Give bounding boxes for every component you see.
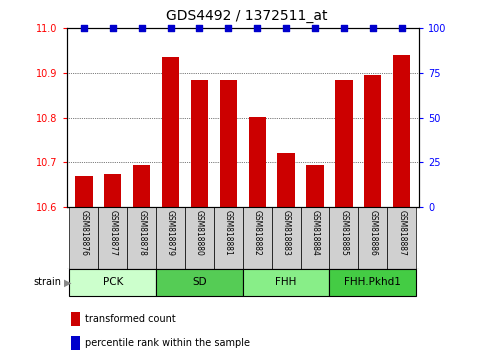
Text: GSM818877: GSM818877: [108, 210, 117, 256]
Bar: [243, 269, 329, 296]
Text: GSM818876: GSM818876: [79, 210, 88, 256]
Text: percentile rank within the sample: percentile rank within the sample: [85, 338, 250, 348]
Text: transformed count: transformed count: [85, 314, 176, 324]
Point: [224, 25, 232, 31]
Point: [138, 25, 145, 31]
Point: [340, 25, 348, 31]
Bar: [191, 80, 208, 207]
Text: GSM818883: GSM818883: [282, 210, 291, 256]
Text: PCK: PCK: [103, 277, 123, 287]
Text: GSM818885: GSM818885: [339, 210, 349, 256]
Bar: [335, 80, 352, 207]
Bar: [272, 207, 301, 269]
Text: GSM818886: GSM818886: [368, 210, 377, 256]
Bar: [301, 207, 329, 269]
Text: strain: strain: [34, 277, 62, 287]
Bar: [98, 207, 127, 269]
Text: SD: SD: [192, 277, 207, 287]
Point: [109, 25, 117, 31]
Text: ▶: ▶: [64, 277, 71, 287]
Point: [253, 25, 261, 31]
Bar: [358, 207, 387, 269]
Bar: [278, 153, 295, 207]
Bar: [329, 207, 358, 269]
Bar: [364, 75, 382, 207]
Point: [311, 25, 319, 31]
Bar: [185, 207, 214, 269]
Bar: [306, 165, 324, 207]
Text: GSM818881: GSM818881: [224, 210, 233, 256]
Bar: [75, 176, 93, 207]
Point: [167, 25, 175, 31]
Text: GSM818878: GSM818878: [137, 210, 146, 256]
Point: [369, 25, 377, 31]
Bar: [156, 269, 243, 296]
Bar: [70, 207, 98, 269]
Text: GSM818879: GSM818879: [166, 210, 175, 256]
Bar: [133, 165, 150, 207]
Point: [80, 25, 88, 31]
Bar: [243, 207, 272, 269]
Bar: [104, 173, 121, 207]
Bar: [329, 269, 416, 296]
Bar: [393, 55, 410, 207]
Point: [398, 25, 406, 31]
Bar: [220, 80, 237, 207]
Bar: [248, 117, 266, 207]
Bar: [70, 269, 156, 296]
Text: FHH.Pkhd1: FHH.Pkhd1: [345, 277, 401, 287]
Bar: [127, 207, 156, 269]
Text: GSM818882: GSM818882: [253, 210, 262, 256]
Bar: [214, 207, 243, 269]
Bar: [162, 57, 179, 207]
Text: GSM818887: GSM818887: [397, 210, 406, 256]
Text: GDS4492 / 1372511_at: GDS4492 / 1372511_at: [166, 9, 327, 23]
Text: GSM818884: GSM818884: [311, 210, 319, 256]
Bar: [387, 207, 416, 269]
Point: [196, 25, 204, 31]
Point: [282, 25, 290, 31]
Bar: [156, 207, 185, 269]
Text: FHH: FHH: [276, 277, 297, 287]
Text: GSM818880: GSM818880: [195, 210, 204, 256]
